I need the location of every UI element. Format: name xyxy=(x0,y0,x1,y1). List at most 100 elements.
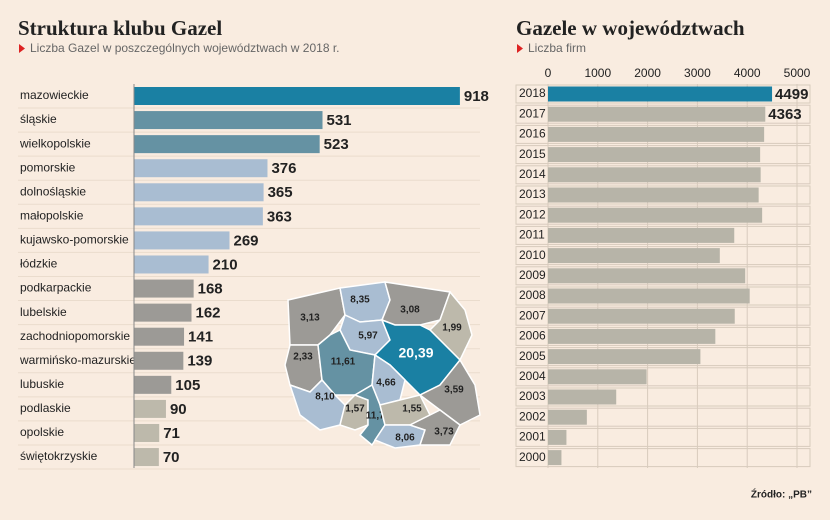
year-label: 2001 xyxy=(519,430,546,444)
region xyxy=(408,409,461,446)
marker xyxy=(19,44,25,53)
category-label: lubelskie xyxy=(20,305,67,319)
bar xyxy=(548,369,647,385)
row-box xyxy=(515,165,811,185)
bar xyxy=(134,231,230,250)
bar xyxy=(548,167,761,183)
category-label: dolnośląskie xyxy=(20,184,86,198)
category-label: podlaskie xyxy=(20,401,71,415)
year-label: 2013 xyxy=(519,187,546,201)
bar xyxy=(134,399,166,418)
region-label: 5,97 xyxy=(358,331,378,342)
bar xyxy=(548,268,746,284)
value-label: 70 xyxy=(163,449,180,466)
bar xyxy=(134,279,194,298)
left-title: Struktura klubu Gazel xyxy=(18,16,222,40)
row-box xyxy=(515,326,811,346)
value-label: 918 xyxy=(464,88,489,105)
bar xyxy=(134,159,268,178)
row-box xyxy=(515,347,811,367)
value-label: 210 xyxy=(213,256,238,273)
right-subtitle: Liczba firm xyxy=(528,41,586,55)
region-label: 3,73 xyxy=(434,427,454,438)
year-label: 2005 xyxy=(519,349,546,363)
row-box xyxy=(515,145,811,165)
year-label: 2008 xyxy=(519,288,546,302)
bar xyxy=(548,349,701,365)
region-label: 8,10 xyxy=(315,392,335,403)
region-label: 3,59 xyxy=(444,385,464,396)
row-box xyxy=(515,185,811,205)
region-label: 2,33 xyxy=(293,352,313,363)
year-label: 2000 xyxy=(519,450,546,464)
category-label: śląskie xyxy=(20,112,57,126)
bar xyxy=(548,328,716,344)
x-tick-label: 4000 xyxy=(734,66,761,80)
category-label: podkarpackie xyxy=(20,281,92,295)
category-label: pomorskie xyxy=(20,160,76,174)
region-label: 4,66 xyxy=(376,378,396,389)
bar xyxy=(548,288,750,304)
row-box xyxy=(515,367,811,387)
row-box xyxy=(515,84,811,104)
bar xyxy=(134,87,460,105)
row-box xyxy=(515,104,811,124)
year-label: 2011 xyxy=(519,228,545,242)
bar xyxy=(134,375,172,394)
row-box xyxy=(515,407,811,427)
bar xyxy=(548,187,759,203)
bar xyxy=(548,147,761,163)
row-box xyxy=(515,448,811,468)
region-label: 11,79 xyxy=(366,411,391,422)
row-box xyxy=(515,286,811,306)
bar xyxy=(134,135,320,154)
right-title: Gazele w województwach xyxy=(516,16,745,40)
row-box xyxy=(515,124,811,144)
row-box xyxy=(515,266,811,286)
value-label: 269 xyxy=(233,232,258,249)
bar xyxy=(134,351,184,370)
value-label: 71 xyxy=(163,425,180,442)
marker xyxy=(517,44,523,53)
region-label: 8,06 xyxy=(395,433,415,444)
row-box xyxy=(515,306,811,326)
category-label: wielkopolskie xyxy=(19,136,91,150)
bar xyxy=(548,126,765,142)
bar xyxy=(548,409,587,425)
category-label: mazowieckie xyxy=(20,88,89,102)
category-label: łódzkie xyxy=(20,257,58,271)
region-label: 1,55 xyxy=(402,404,422,415)
year-label: 2006 xyxy=(519,329,546,343)
year-label: 2002 xyxy=(519,409,546,423)
bar xyxy=(548,227,735,243)
value-label: 4363 xyxy=(768,106,801,123)
bar xyxy=(134,327,185,346)
region-label: 1,99 xyxy=(442,323,462,334)
category-label: zachodniopomorskie xyxy=(20,329,130,343)
region-label: 3,08 xyxy=(400,305,420,316)
row-box xyxy=(515,205,811,225)
year-label: 2007 xyxy=(519,308,546,322)
bar xyxy=(134,183,264,202)
year-label: 2017 xyxy=(519,106,546,120)
category-label: małopolskie xyxy=(20,209,84,223)
value-label: 523 xyxy=(324,136,349,153)
category-label: świętokrzyskie xyxy=(20,449,98,463)
value-label: 4499 xyxy=(775,86,808,103)
bar xyxy=(134,448,159,467)
value-label: 376 xyxy=(271,160,296,177)
region-label: 8,35 xyxy=(350,295,370,306)
bar xyxy=(134,255,209,274)
bar xyxy=(548,86,773,102)
value-label: 531 xyxy=(327,112,352,129)
region-label: 11,61 xyxy=(331,357,356,368)
row-box xyxy=(515,427,811,447)
row-box xyxy=(515,246,811,266)
region-label: 1,57 xyxy=(345,404,365,415)
bar xyxy=(548,389,617,405)
bar xyxy=(134,423,160,442)
year-label: 2010 xyxy=(519,248,546,262)
year-label: 2009 xyxy=(519,268,546,282)
row-box xyxy=(515,387,811,407)
year-label: 2004 xyxy=(519,369,546,383)
